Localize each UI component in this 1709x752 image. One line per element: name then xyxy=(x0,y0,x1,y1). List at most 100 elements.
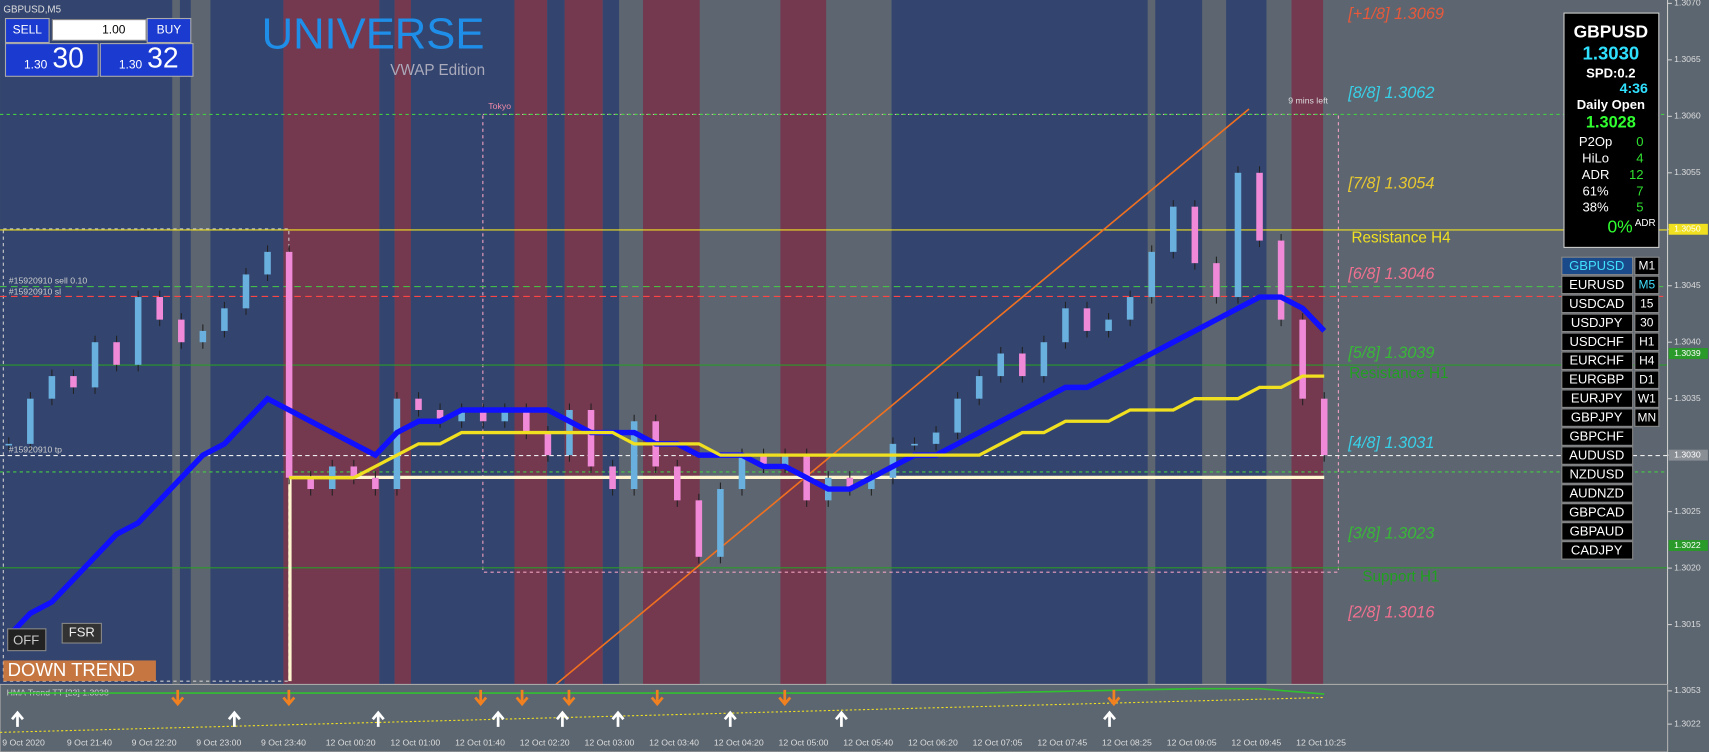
signal-arrow xyxy=(1107,689,1121,707)
timeframe-button[interactable] xyxy=(1634,275,1660,295)
ask-box xyxy=(99,43,194,77)
buy-button[interactable] xyxy=(146,17,192,44)
sell-label: SELL xyxy=(13,23,43,37)
symbol-label: NZDUSD xyxy=(1569,467,1623,482)
symbol-button[interactable] xyxy=(1561,427,1634,446)
off-button[interactable] xyxy=(7,628,47,652)
candle xyxy=(5,443,13,446)
session-band xyxy=(0,0,173,685)
price-marker-label: 1.3022 xyxy=(1674,540,1701,550)
candle xyxy=(307,477,314,490)
symbol-button[interactable] xyxy=(1561,446,1634,465)
candle xyxy=(1019,353,1026,377)
x-tick-label: 12 Oct 09:05 xyxy=(1167,738,1217,748)
info-row-value: 5 xyxy=(1636,200,1643,215)
symbol-button[interactable] xyxy=(1561,541,1634,560)
timeframe-label: H1 xyxy=(1639,334,1655,348)
level-label: [+1/8] 1.3069 xyxy=(1347,5,1444,23)
candle xyxy=(350,466,358,478)
level-label: [6/8] 1.3046 xyxy=(1347,265,1435,283)
symbol-label: GBPCHF xyxy=(1569,429,1623,444)
y-tick-label: 1.3070 xyxy=(1674,0,1701,8)
symbol-button[interactable] xyxy=(1561,275,1634,295)
trend-label: DOWN TREND xyxy=(8,659,135,680)
timeframe-button[interactable] xyxy=(1634,370,1660,389)
candle xyxy=(479,409,487,422)
info-percent-label: ADR xyxy=(1635,218,1656,229)
lot-value: 1.00 xyxy=(102,23,126,37)
candle xyxy=(523,409,530,433)
symbol-button[interactable] xyxy=(1561,484,1634,503)
signal-arrow xyxy=(10,710,24,727)
timeframe-button[interactable] xyxy=(1634,313,1660,333)
bid-box xyxy=(4,43,99,77)
symbol-button[interactable] xyxy=(1561,351,1634,371)
y-tick-label: 1.3035 xyxy=(1674,393,1701,403)
ask: 32 xyxy=(147,42,179,74)
timeframe-button[interactable] xyxy=(1634,389,1660,408)
timeframe-label: H4 xyxy=(1639,353,1655,367)
info-row-value: 4 xyxy=(1636,151,1643,166)
candle xyxy=(501,409,509,422)
session-band xyxy=(283,0,380,685)
symbol-button[interactable] xyxy=(1561,332,1634,352)
sell-button[interactable] xyxy=(4,17,50,44)
candle xyxy=(717,489,724,557)
signal-arrow xyxy=(227,710,241,727)
x-tick-label: 9 Oct 2020 xyxy=(2,738,45,748)
level-label: [3/8] 1.3023 xyxy=(1347,525,1434,543)
y-tick-label: 1.3040 xyxy=(1674,337,1701,347)
info-row-label: HiLo xyxy=(1582,151,1609,166)
symbol-label: EURCHF xyxy=(1569,353,1623,368)
session-band xyxy=(1226,0,1267,685)
symbol-button[interactable] xyxy=(1561,522,1634,541)
symbol-button[interactable] xyxy=(1561,389,1634,408)
timeframe-button[interactable] xyxy=(1634,351,1660,371)
price-marker xyxy=(1668,540,1708,551)
candle xyxy=(393,398,401,490)
candle xyxy=(609,466,616,490)
y-tick-label: 1.3055 xyxy=(1674,167,1701,177)
symbol-button[interactable] xyxy=(1561,408,1634,427)
signal-arrow xyxy=(650,689,664,707)
candle xyxy=(1191,206,1199,264)
candle xyxy=(436,409,444,422)
indicator-background xyxy=(0,683,1669,752)
logo-subtitle: VWAP Edition xyxy=(390,62,485,79)
info-row-label: 61% xyxy=(1583,183,1610,198)
x-tick-label: 12 Oct 01:00 xyxy=(390,738,440,748)
fsr-button[interactable] xyxy=(61,622,102,644)
tp-label: #15920910 tp xyxy=(9,444,62,454)
info-box xyxy=(1563,12,1660,248)
signal-arrow xyxy=(555,710,569,727)
timeframe-button[interactable] xyxy=(1634,332,1660,352)
timeframe-label: W1 xyxy=(1638,391,1656,405)
off-label: OFF xyxy=(13,632,39,647)
candle xyxy=(1170,206,1177,252)
lot-input[interactable] xyxy=(51,19,147,41)
x-tick-label: 12 Oct 07:45 xyxy=(1037,738,1087,748)
candle xyxy=(134,297,142,365)
info-row-value: 7 xyxy=(1636,183,1643,198)
symbol-button[interactable] xyxy=(1561,256,1634,276)
symbol-label: GBPCAD xyxy=(1569,504,1624,519)
symbol-button[interactable] xyxy=(1561,370,1634,389)
timeframe-button[interactable] xyxy=(1634,408,1660,427)
symbol-label: GBPJPY xyxy=(1571,410,1623,425)
symbol-button[interactable] xyxy=(1561,503,1634,522)
symbol-button[interactable] xyxy=(1561,465,1634,484)
symbol-button[interactable] xyxy=(1561,313,1634,333)
info-row-value: 0 xyxy=(1636,134,1643,149)
x-tick-label: 12 Oct 00:20 xyxy=(326,738,376,748)
info-time: 4:36 xyxy=(1620,81,1648,97)
timer: 9 mins left xyxy=(1288,96,1328,106)
info-row-label: P2Op xyxy=(1579,134,1612,149)
timeframe-label: MN xyxy=(1638,410,1657,424)
timeframe-button[interactable] xyxy=(1634,256,1660,276)
timeframe-button[interactable] xyxy=(1634,294,1660,314)
symbol-button[interactable] xyxy=(1561,294,1634,314)
candle xyxy=(1148,251,1155,298)
level-label: [7/8] 1.3054 xyxy=(1347,174,1434,192)
